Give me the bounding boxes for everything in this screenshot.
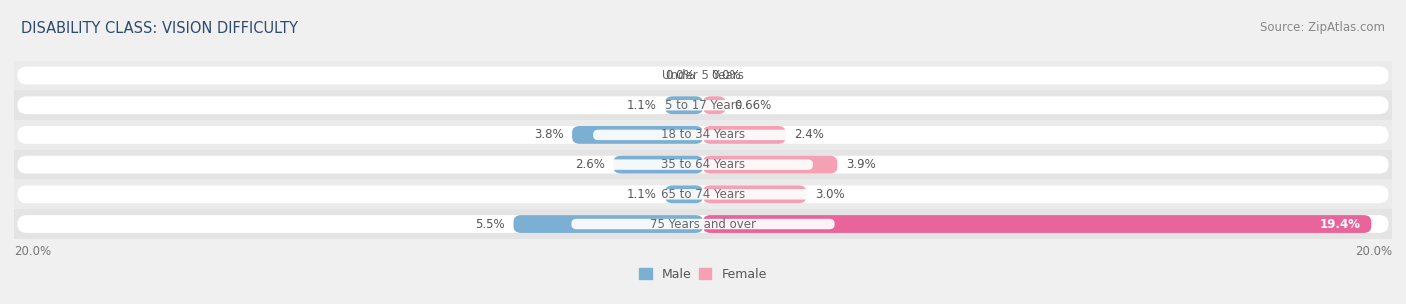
- FancyBboxPatch shape: [703, 185, 807, 203]
- Text: 0.0%: 0.0%: [665, 69, 695, 82]
- FancyBboxPatch shape: [513, 215, 703, 233]
- Text: 5.5%: 5.5%: [475, 218, 505, 230]
- FancyBboxPatch shape: [593, 159, 813, 170]
- FancyBboxPatch shape: [703, 96, 725, 114]
- FancyBboxPatch shape: [613, 156, 703, 174]
- FancyBboxPatch shape: [703, 156, 838, 174]
- FancyBboxPatch shape: [0, 209, 1406, 239]
- FancyBboxPatch shape: [703, 215, 1371, 233]
- Text: 65 to 74 Years: 65 to 74 Years: [661, 188, 745, 201]
- FancyBboxPatch shape: [665, 185, 703, 203]
- FancyBboxPatch shape: [17, 96, 1389, 114]
- Legend: Male, Female: Male, Female: [634, 263, 772, 286]
- Text: 2.6%: 2.6%: [575, 158, 605, 171]
- Text: 1.1%: 1.1%: [627, 99, 657, 112]
- Text: 0.0%: 0.0%: [711, 69, 741, 82]
- Text: 0.66%: 0.66%: [734, 99, 772, 112]
- Text: 1.1%: 1.1%: [627, 188, 657, 201]
- Text: 3.0%: 3.0%: [815, 188, 845, 201]
- FancyBboxPatch shape: [0, 179, 1406, 209]
- FancyBboxPatch shape: [593, 130, 813, 140]
- FancyBboxPatch shape: [17, 215, 1389, 233]
- Text: Source: ZipAtlas.com: Source: ZipAtlas.com: [1260, 21, 1385, 34]
- Text: Under 5 Years: Under 5 Years: [662, 69, 744, 82]
- FancyBboxPatch shape: [572, 126, 703, 144]
- FancyBboxPatch shape: [0, 90, 1406, 120]
- FancyBboxPatch shape: [17, 67, 1389, 85]
- Text: 18 to 34 Years: 18 to 34 Years: [661, 128, 745, 141]
- Text: 5 to 17 Years: 5 to 17 Years: [665, 99, 741, 112]
- FancyBboxPatch shape: [17, 156, 1389, 174]
- Text: 20.0%: 20.0%: [14, 245, 51, 258]
- FancyBboxPatch shape: [17, 185, 1389, 203]
- Text: 3.8%: 3.8%: [534, 128, 564, 141]
- Text: DISABILITY CLASS: VISION DIFFICULTY: DISABILITY CLASS: VISION DIFFICULTY: [21, 21, 298, 36]
- FancyBboxPatch shape: [0, 61, 1406, 90]
- FancyBboxPatch shape: [593, 189, 813, 199]
- Text: 3.9%: 3.9%: [846, 158, 876, 171]
- Text: 20.0%: 20.0%: [1355, 245, 1392, 258]
- FancyBboxPatch shape: [17, 126, 1389, 144]
- FancyBboxPatch shape: [600, 100, 806, 110]
- Text: 35 to 64 Years: 35 to 64 Years: [661, 158, 745, 171]
- Text: 2.4%: 2.4%: [794, 128, 824, 141]
- FancyBboxPatch shape: [665, 96, 703, 114]
- FancyBboxPatch shape: [0, 120, 1406, 150]
- FancyBboxPatch shape: [600, 70, 806, 81]
- FancyBboxPatch shape: [571, 219, 835, 229]
- FancyBboxPatch shape: [703, 126, 786, 144]
- Text: 75 Years and over: 75 Years and over: [650, 218, 756, 230]
- Text: 19.4%: 19.4%: [1320, 218, 1361, 230]
- FancyBboxPatch shape: [0, 150, 1406, 179]
